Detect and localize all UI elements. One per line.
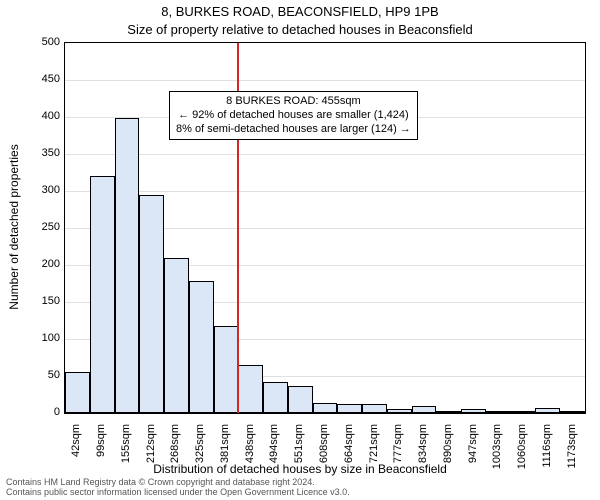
bar — [313, 403, 338, 413]
chart-title-line1: 8, BURKES ROAD, BEACONSFIELD, HP9 1PB — [0, 4, 600, 19]
gridline — [65, 154, 585, 155]
bar — [387, 409, 412, 413]
ytick-label: 250 — [24, 221, 60, 233]
bar — [189, 281, 214, 413]
bar — [139, 195, 164, 413]
attribution-line2: Contains public sector information licen… — [6, 488, 350, 498]
bar — [560, 411, 585, 413]
bar — [412, 406, 437, 413]
annotation-line3: 8% of semi-detached houses are larger (1… — [176, 123, 411, 137]
bar — [238, 365, 263, 413]
ytick-label: 400 — [24, 110, 60, 122]
ytick-label: 0 — [24, 406, 60, 418]
ytick-label: 500 — [24, 36, 60, 48]
ytick-label: 350 — [24, 147, 60, 159]
ytick-label: 300 — [24, 184, 60, 196]
bar — [65, 372, 90, 413]
bar — [90, 176, 115, 413]
bar — [436, 411, 461, 413]
ytick-label: 450 — [24, 73, 60, 85]
bar — [535, 408, 560, 413]
y-axis-label: Number of detached properties — [7, 144, 21, 309]
chart-title-line2: Size of property relative to detached ho… — [0, 22, 600, 37]
annotation-line1: 8 BURKES ROAD: 455sqm — [176, 95, 411, 109]
bar — [115, 118, 140, 413]
bar — [511, 411, 536, 413]
annotation-line2: ← 92% of detached houses are smaller (1,… — [176, 109, 411, 123]
gridline — [65, 191, 585, 192]
plot-area: 8 BURKES ROAD: 455sqm ← 92% of detached … — [64, 42, 586, 414]
bar — [263, 382, 288, 413]
bar — [486, 411, 511, 413]
annotation-box: 8 BURKES ROAD: 455sqm ← 92% of detached … — [169, 91, 418, 140]
attribution: Contains HM Land Registry data © Crown c… — [6, 478, 350, 498]
ytick-label: 50 — [24, 369, 60, 381]
bar — [288, 386, 313, 413]
bar — [461, 409, 486, 413]
bar — [337, 404, 362, 413]
bar — [214, 326, 239, 413]
ytick-label: 100 — [24, 332, 60, 344]
gridline — [65, 80, 585, 81]
bar — [164, 258, 189, 413]
x-axis-label: Distribution of detached houses by size … — [0, 462, 600, 476]
ytick-label: 200 — [24, 258, 60, 270]
bar — [362, 404, 387, 413]
ytick-label: 150 — [24, 295, 60, 307]
